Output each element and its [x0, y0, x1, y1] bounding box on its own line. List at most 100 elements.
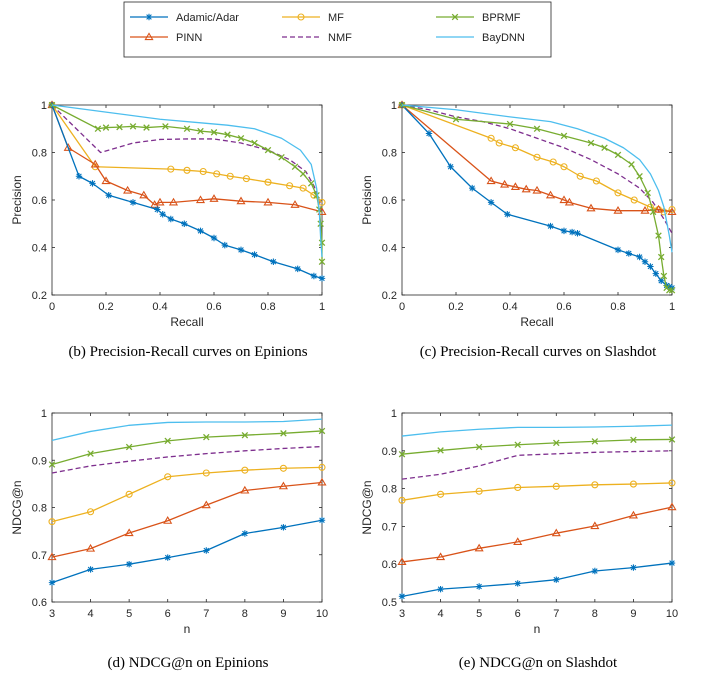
bprmf-point-1	[87, 450, 94, 457]
adamic-adar-point-7	[167, 215, 174, 223]
x-tick-label: 9	[280, 608, 286, 620]
adamic-adar-point-0	[48, 579, 56, 586]
pinn-point-1	[436, 552, 446, 561]
pinn-point-1	[486, 176, 496, 185]
series-bprmf	[398, 101, 676, 294]
pinn-point-14	[317, 207, 327, 215]
series-line-adamic-adar	[401, 562, 673, 597]
x-tick-label: 0.8	[610, 301, 625, 313]
y-tick-label: 0.8	[32, 148, 47, 160]
y-tick-label: 0.8	[32, 503, 47, 515]
series-bprmf	[398, 436, 676, 458]
bprmf-point-11	[237, 134, 245, 142]
mf-point-6	[226, 172, 234, 180]
pinn-point-9	[586, 203, 596, 212]
adamic-adar-point-6	[547, 222, 554, 230]
y-tick-label: 0.2	[32, 290, 47, 302]
series-baydnn	[51, 104, 323, 258]
adamic-adar-point-7	[668, 559, 676, 567]
series-adamic-adar	[48, 517, 326, 586]
adamic-adar-point-6	[159, 211, 166, 218]
mf-point-3	[511, 144, 519, 152]
pinn-point-7	[317, 477, 327, 486]
adamic-adar-point-8	[181, 220, 188, 227]
mf-point-4	[202, 469, 210, 477]
legend-marker-point-0	[145, 13, 153, 21]
series-line-adamic-adar	[51, 519, 323, 584]
pinn-point-4	[123, 185, 133, 194]
mf-point-5	[213, 170, 221, 178]
legend-label: MF	[328, 12, 344, 24]
series-mf	[48, 101, 326, 206]
x-tick-label: 1	[319, 301, 325, 313]
mf-point-14	[668, 205, 676, 214]
bprmf-point-10	[224, 131, 231, 138]
chart-caption: (c) Precision-Recall curves on Slashdot	[420, 344, 657, 360]
bprmf-point-10	[644, 189, 651, 197]
series-line-baydnn	[401, 104, 673, 253]
bprmf-point-6	[280, 430, 287, 437]
pinn-point-1	[86, 543, 96, 552]
bprmf-point-20	[317, 220, 324, 228]
pinn-point-4	[551, 528, 561, 537]
series-adamic-adar	[48, 101, 326, 282]
adamic-adar-point-16	[310, 272, 318, 280]
series-bprmf	[48, 427, 326, 468]
x-tick-label: 7	[203, 608, 209, 620]
y-axis-label: Precision	[360, 175, 374, 224]
y-tick-label: 0.4	[382, 243, 397, 255]
mf-point-6	[560, 163, 568, 171]
adamic-adar-point-4	[129, 199, 137, 206]
adamic-adar-point-11	[221, 241, 228, 249]
y-tick-label: 0.4	[32, 243, 47, 255]
bprmf-point-2	[506, 120, 514, 128]
adamic-adar-point-4	[553, 576, 560, 583]
x-tick-label: 0.4	[152, 301, 167, 313]
bprmf-point-2	[475, 443, 483, 451]
mf-point-7	[576, 172, 584, 180]
bprmf-point-5	[591, 438, 599, 445]
adamic-adar-point-13	[251, 251, 258, 258]
series-line-adamic-adar	[401, 104, 673, 289]
adamic-adar-point-14	[647, 263, 654, 270]
pinn-point-6	[545, 190, 556, 199]
y-tick-label: 0.9	[382, 446, 397, 458]
mf-point-4	[199, 167, 207, 176]
legend-label: BayDNN	[482, 32, 525, 44]
x-tick-label: 0.8	[260, 301, 275, 313]
series-mf	[398, 479, 676, 504]
pinn-point-11	[236, 196, 246, 205]
bprmf-point-7	[614, 151, 622, 159]
x-tick-label: 5	[126, 608, 132, 620]
plot-area	[51, 104, 323, 296]
series-line-mf	[51, 104, 323, 203]
adamic-adar-point-9	[574, 230, 581, 237]
mf-point-10	[630, 196, 638, 204]
bprmf-point-6	[601, 144, 608, 152]
mf-point-4	[552, 482, 560, 490]
x-axis-label: n	[534, 622, 541, 636]
bprmf-point-21	[318, 239, 326, 247]
bprmf-point-6	[162, 123, 169, 130]
adamic-adar-point-14	[270, 258, 277, 265]
adamic-adar-point-12	[237, 246, 245, 254]
mf-point-3	[514, 483, 522, 492]
series-line-bprmf	[401, 104, 672, 291]
legend-label: PINN	[176, 32, 202, 44]
adamic-adar-point-2	[89, 180, 96, 187]
bprmf-point-9	[210, 129, 218, 136]
y-tick-label: 0.8	[382, 148, 397, 160]
x-tick-label: 8	[242, 608, 248, 620]
mf-point-5	[591, 481, 599, 489]
bprmf-point-7	[318, 427, 326, 435]
mf-point-3	[183, 166, 191, 174]
adamic-adar-point-1	[437, 585, 444, 593]
mf-point-1	[87, 508, 95, 516]
adamic-adar-point-5	[504, 211, 511, 218]
plot-area	[51, 412, 323, 603]
series-line-baydnn	[401, 424, 673, 437]
chart-panels: 0 0.2 0.4 0.6 0.8 10.20.40.60.81RecallPrecisi…	[10, 100, 678, 671]
x-tick-label: 4	[88, 608, 94, 620]
bprmf-point-1	[94, 125, 102, 133]
pinn-point-2	[90, 159, 100, 168]
